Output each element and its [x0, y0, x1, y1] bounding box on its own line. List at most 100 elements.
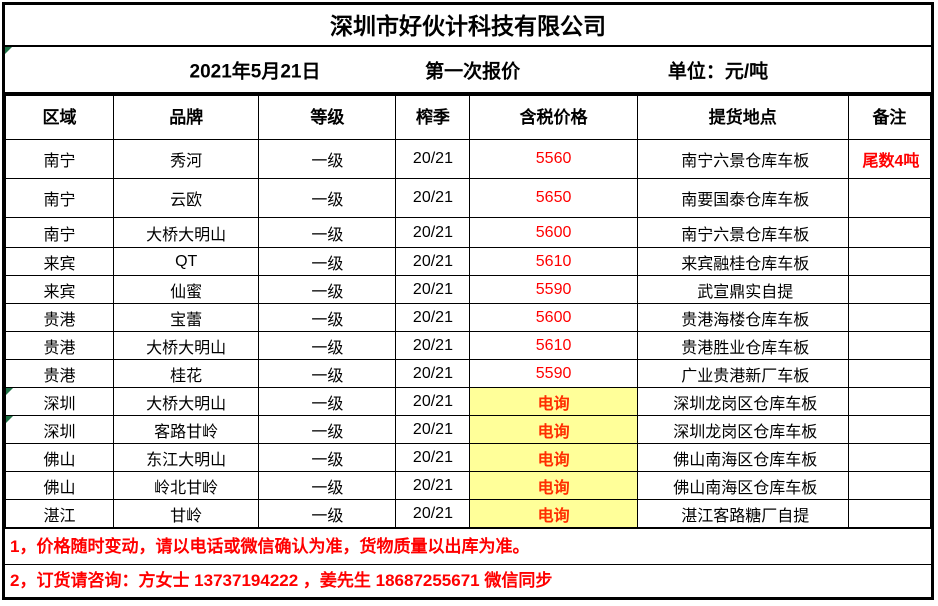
cell-season: 20/21: [395, 331, 471, 360]
price-table-head: 区域 品牌 等级 榨季 含税价格 提货地点 备注: [4, 95, 932, 140]
cell-season: 20/21: [395, 247, 471, 276]
cell-season: 20/21: [395, 303, 471, 332]
header-note: 备注: [847, 95, 932, 140]
cell-note: [847, 387, 932, 416]
cell-region: 深圳: [4, 415, 115, 444]
cell-price: 5590: [469, 275, 638, 304]
cell-brand: 仙蜜: [113, 275, 260, 304]
header-location: 提货地点: [636, 95, 849, 140]
cell-season: 20/21: [395, 359, 471, 388]
cell-location: 湛江客路糖厂自提: [636, 499, 849, 528]
table-row: 佛山 岭北甘岭 一级 20/21 电询 佛山南海区仓库车板: [4, 471, 932, 500]
cell-note: [847, 499, 932, 528]
cell-note: [847, 275, 932, 304]
cell-brand: 大桥大明山: [113, 331, 260, 360]
cell-location: 广业贵港新厂车板: [636, 359, 849, 388]
cell-brand: 甘岭: [113, 499, 260, 528]
cell-note: [847, 247, 932, 276]
header-grade: 等级: [258, 95, 397, 140]
cell-note: [847, 471, 932, 500]
table-row: 湛江 甘岭 一级 20/21 电询 湛江客路糖厂自提: [4, 499, 932, 528]
cell-brand: 客路甘岭: [113, 415, 260, 444]
cell-price: 电询: [469, 471, 638, 500]
cell-note: [847, 359, 932, 388]
cell-price: 5600: [469, 303, 638, 332]
cell-season: 20/21: [395, 415, 471, 444]
quote-round-label: 第一次报价: [425, 61, 521, 82]
header-price: 含税价格: [469, 95, 638, 140]
cell-region: 深圳: [4, 387, 115, 416]
cell-grade: 一级: [258, 415, 397, 444]
error-indicator-triangle: [5, 47, 12, 54]
cell-season: 20/21: [395, 443, 471, 472]
header-region: 区域: [4, 95, 115, 140]
table-row: 来宾 仙蜜 一级 20/21 5590 武宣鼎实自提: [4, 275, 932, 304]
cell-note: [847, 443, 932, 472]
price-table-body: 南宁 秀河 一级 20/21 5560 南宁六景仓库车板 尾数4吨 南宁 云欧 一级 20/21 56…: [4, 139, 932, 528]
cell-brand: 宝蕾: [113, 303, 260, 332]
cell-grade: 一级: [258, 139, 397, 179]
cell-grade: 一级: [258, 387, 397, 416]
cell-location: 深圳龙岗区仓库车板: [636, 387, 849, 416]
cell-region: 佛山: [4, 471, 115, 500]
cell-price: 5600: [469, 217, 638, 248]
cell-region: 来宾: [4, 275, 115, 304]
table-row: 贵港 宝蕾 一级 20/21 5600 贵港海楼仓库车板: [4, 303, 932, 332]
cell-season: 20/21: [395, 499, 471, 528]
cell-grade: 一级: [258, 499, 397, 528]
cell-location: 南要国泰仓库车板: [636, 178, 849, 218]
cell-region: 贵港: [4, 303, 115, 332]
footnote-2: 2，订货请咨询：方女士 13737194222 ，姜先生 18687255671…: [5, 564, 931, 597]
cell-price: 5560: [469, 139, 638, 179]
cell-grade: 一级: [258, 275, 397, 304]
cell-price: 5650: [469, 178, 638, 218]
table-row: 南宁 云欧 一级 20/21 5650 南要国泰仓库车板: [4, 178, 932, 218]
cell-grade: 一级: [258, 217, 397, 248]
cell-note: [847, 178, 932, 218]
table-row: 佛山 东江大明山 一级 20/21 电询 佛山南海区仓库车板: [4, 443, 932, 472]
cell-location: 深圳龙岗区仓库车板: [636, 415, 849, 444]
cell-season: 20/21: [395, 217, 471, 248]
cell-brand: 云欧: [113, 178, 260, 218]
cell-grade: 一级: [258, 247, 397, 276]
cell-price: 电询: [469, 499, 638, 528]
cell-location: 贵港胜业仓库车板: [636, 331, 849, 360]
cell-location: 贵港海楼仓库车板: [636, 303, 849, 332]
cell-region: 南宁: [4, 178, 115, 218]
cell-price: 电询: [469, 387, 638, 416]
table-row: 深圳 客路甘岭 一级 20/21 电询 深圳龙岗区仓库车板: [4, 415, 932, 444]
cell-region: 南宁: [4, 139, 115, 179]
header-row: 区域 品牌 等级 榨季 含税价格 提货地点 备注: [4, 95, 932, 140]
cell-brand: 秀河: [113, 139, 260, 179]
cell-season: 20/21: [395, 471, 471, 500]
cell-note: [847, 331, 932, 360]
table-row: 贵港 桂花 一级 20/21 5590 广业贵港新厂车板: [4, 359, 932, 388]
cell-season: 20/21: [395, 139, 471, 179]
table-row: 贵港 大桥大明山 一级 20/21 5610 贵港胜业仓库车板: [4, 331, 932, 360]
quote-info-row: 2021年5月21日 第一次报价 单位：元/吨: [5, 47, 931, 95]
header-brand: 品牌: [113, 95, 260, 140]
error-indicator-triangle: [6, 388, 13, 395]
cell-region: 湛江: [4, 499, 115, 528]
table-row: 南宁 秀河 一级 20/21 5560 南宁六景仓库车板 尾数4吨: [4, 139, 932, 179]
error-indicator-triangle: [6, 416, 13, 423]
table-row: 来宾 QT 一级 20/21 5610 来宾融桂仓库车板: [4, 247, 932, 276]
cell-price: 5610: [469, 247, 638, 276]
price-table: 区域 品牌 等级 榨季 含税价格 提货地点 备注 南宁 秀河 一级 20/21 5560…: [4, 95, 932, 528]
cell-brand: 东江大明山: [113, 443, 260, 472]
cell-season: 20/21: [395, 275, 471, 304]
cell-location: 佛山南海区仓库车板: [636, 443, 849, 472]
cell-price: 电询: [469, 415, 638, 444]
company-title: 深圳市好伙计科技有限公司: [5, 5, 931, 47]
cell-grade: 一级: [258, 331, 397, 360]
cell-season: 20/21: [395, 387, 471, 416]
cell-grade: 一级: [258, 443, 397, 472]
cell-price: 5610: [469, 331, 638, 360]
footnote-1: 1，价格随时变动，请以电话或微信确认为准，货物质量以出库为准。: [5, 528, 931, 564]
cell-grade: 一级: [258, 303, 397, 332]
cell-note: [847, 303, 932, 332]
cell-region: 贵港: [4, 359, 115, 388]
cell-region: 南宁: [4, 217, 115, 248]
cell-location: 南宁六景仓库车板: [636, 217, 849, 248]
